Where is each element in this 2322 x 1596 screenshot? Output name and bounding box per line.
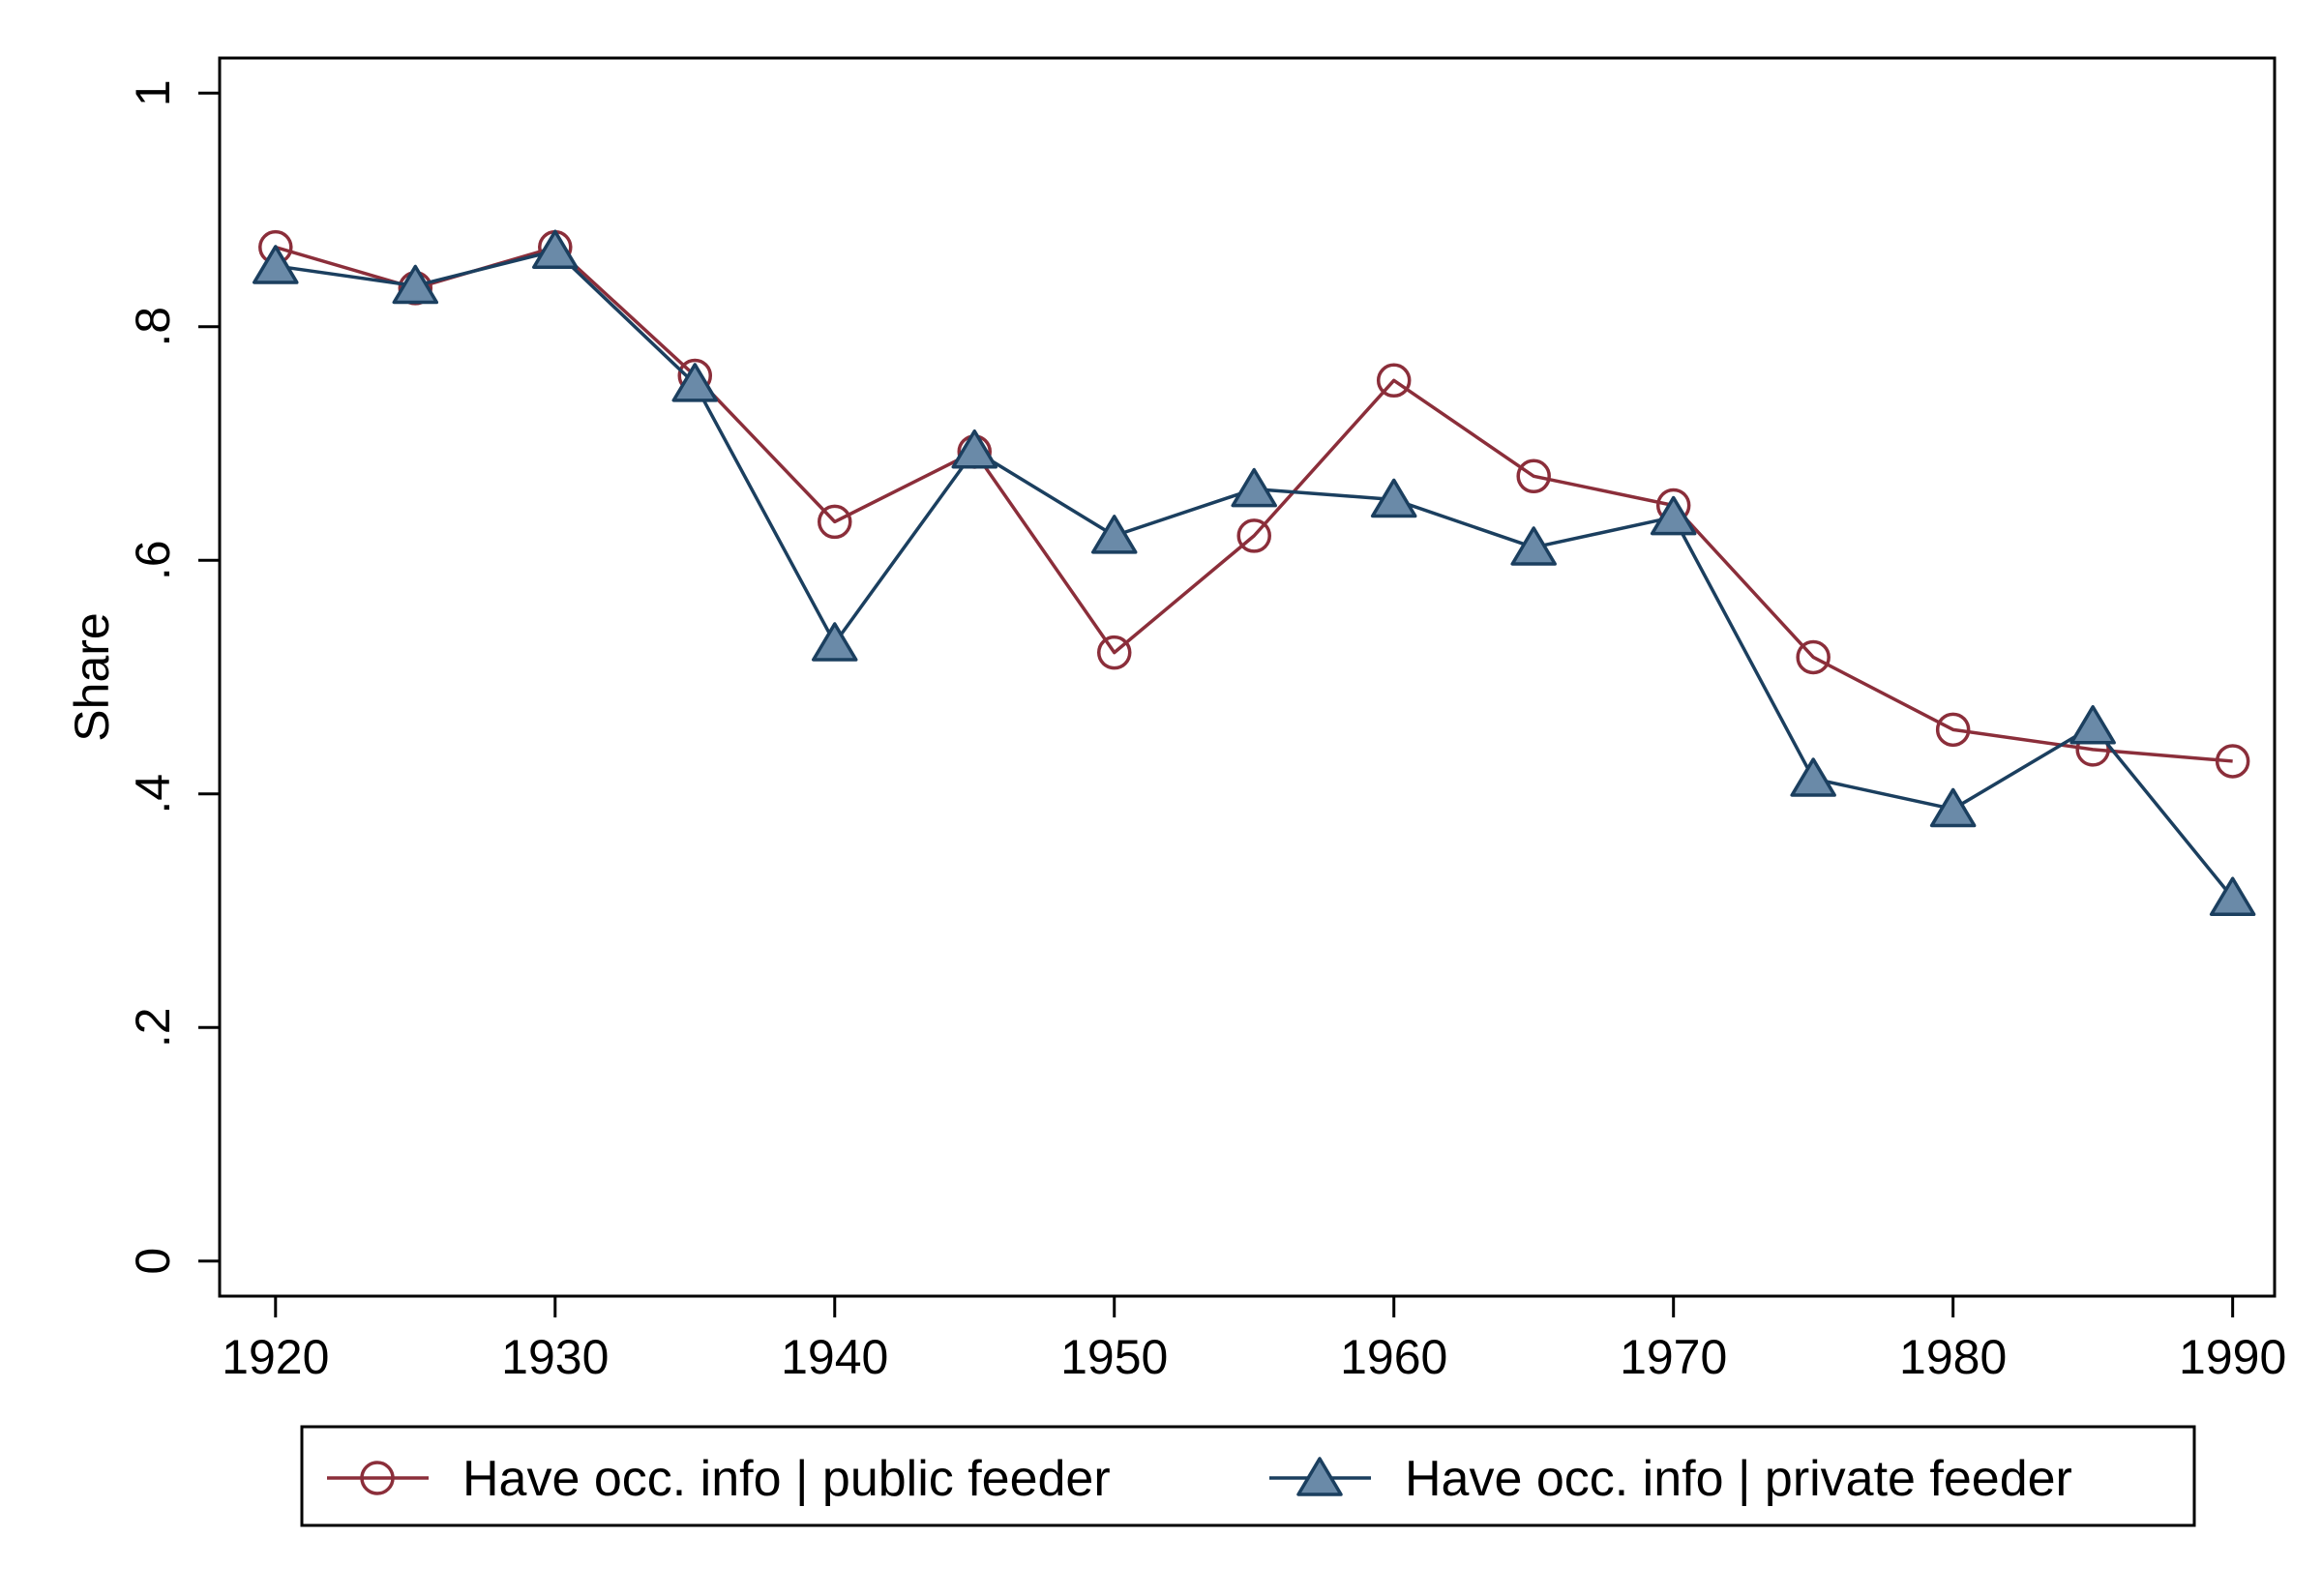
x-tick-label: 1970 [1620,1330,1727,1384]
circle-marker [1096,635,1132,670]
circle-marker [1796,639,1831,675]
circle-marker [1236,518,1271,553]
y-axis: 0 .2 .4 .6 .8 1 [126,79,220,1275]
legend: Have occ. info | public feeder Have occ. … [300,1425,2196,1527]
triangle-marker [532,229,579,269]
triangle-marker [1650,495,1697,536]
triangle-marker [951,429,997,469]
triangle-marker [2209,876,2256,916]
x-tick-label: 1940 [781,1330,888,1384]
triangle-marker [812,622,858,662]
legend-items: Have occ. info | public feeder Have occ. … [327,1451,2072,1507]
x-tick-label: 1960 [1340,1330,1447,1384]
legend-label: Have occ. info | public feeder [462,1451,1111,1507]
triangle-marker [1929,787,1977,828]
triangle-marker [392,264,439,305]
triangle-marker [1231,467,1277,508]
y-tick-label: 1 [126,79,180,106]
y-tick-label: .4 [126,774,180,814]
y-tick-label: .6 [126,540,180,580]
circle-marker [2215,744,2250,779]
triangle-marker [671,363,719,402]
y-tick-label: 0 [126,1248,180,1275]
series-layer [253,229,2256,916]
legend-circle-icon [360,1461,395,1495]
triangle-marker [253,245,299,284]
legend-box [300,1425,2196,1527]
legend-label: Have occ. info | private feeder [1405,1451,2072,1507]
circle-marker [1935,712,1971,748]
circle-marker [818,504,852,540]
triangle-marker [1370,478,1417,518]
y-tick-label: .2 [126,1007,180,1048]
x-tick-label: 1930 [501,1330,609,1384]
y-tick-label: .8 [126,307,180,347]
y-axis-title: Share [65,612,119,741]
circle-marker [1376,363,1412,399]
plot-frame [218,56,2277,1298]
triangle-marker [1790,757,1836,797]
x-tick-label: 1980 [1899,1330,2007,1384]
x-tick-label: 1990 [2179,1330,2286,1384]
x-axis: 1920 1930 1940 1950 1960 1970 1980 1990 [222,1296,2286,1384]
legend-item: Have occ. info | private feeder [1269,1451,2072,1507]
legend-item: Have occ. info | public feeder [327,1451,1111,1507]
x-tick-label: 1920 [222,1330,329,1384]
x-tick-label: 1950 [1060,1330,1168,1384]
series-1 [253,229,2256,916]
series-line [275,245,2233,763]
triangle-marker [1510,526,1557,566]
legend-triangle-icon [1296,1457,1343,1496]
triangle-marker [2069,704,2116,745]
circle-marker [1516,458,1551,494]
triangle-marker [1090,515,1138,554]
